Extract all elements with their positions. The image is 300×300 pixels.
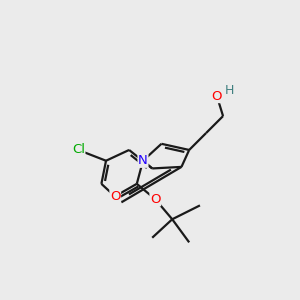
Text: O: O (150, 193, 160, 206)
Text: O: O (212, 90, 222, 103)
Text: Cl: Cl (72, 143, 85, 157)
Text: O: O (110, 190, 121, 203)
Text: N: N (138, 154, 148, 167)
Text: H: H (225, 84, 234, 97)
